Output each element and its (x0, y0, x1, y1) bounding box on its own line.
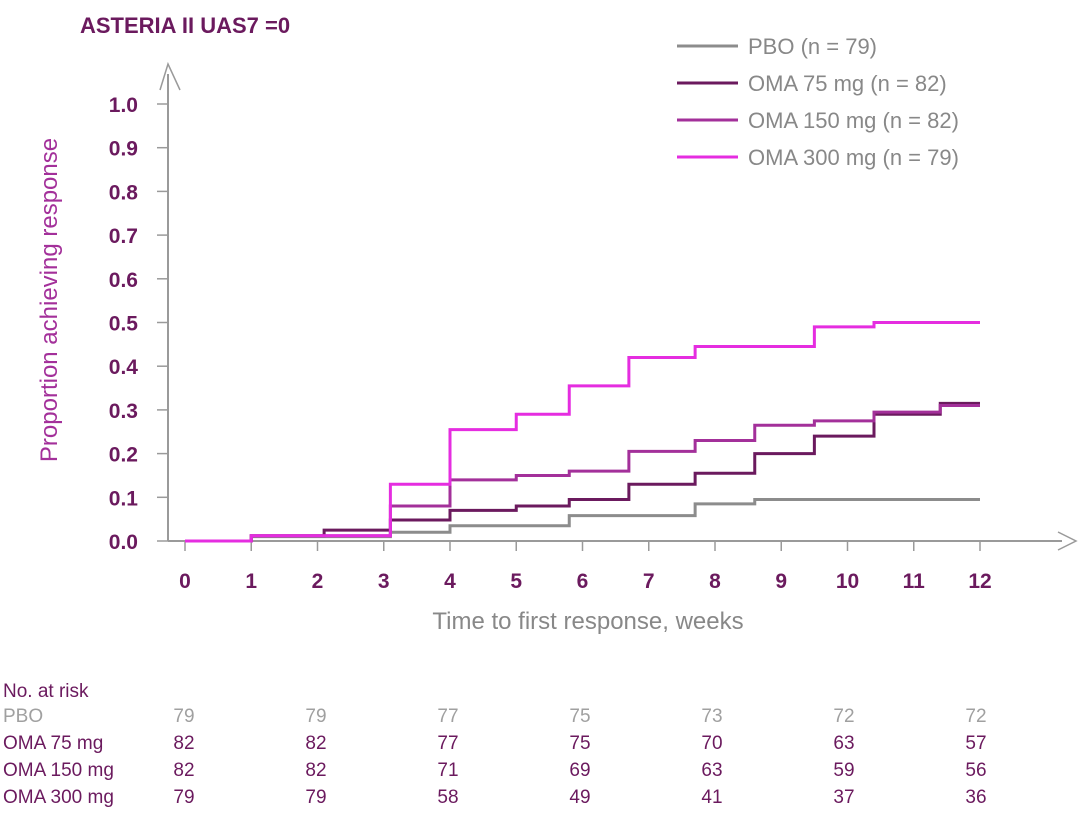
x-tick-label: 4 (444, 570, 456, 593)
x-tick-label: 1 (245, 570, 257, 593)
x-tick-label: 3 (378, 570, 390, 593)
y-tick-label: 0.9 (109, 138, 138, 161)
x-tick-label: 6 (577, 570, 589, 593)
x-ticks: 0 1 2 3 4 5 6 7 8 9 10 11 12 (179, 541, 992, 593)
risk-value: 79 (173, 706, 194, 727)
risk-value: 71 (437, 760, 458, 781)
risk-table: No. at risk PBO 79 79 77 75 73 72 72 OMA 75 mg 82 8… (3, 681, 987, 808)
risk-value: 82 (173, 733, 194, 754)
risk-value: 79 (305, 706, 326, 727)
risk-value: 82 (173, 760, 194, 781)
x-axis-label: Time to first response, weeks (432, 608, 743, 635)
risk-value: 41 (701, 787, 722, 808)
y-tick-label: 0.3 (109, 400, 138, 423)
risk-value: 79 (305, 787, 326, 808)
risk-row-label: OMA 75 mg (3, 733, 103, 754)
legend-label: PBO (n = 79) (748, 34, 877, 59)
risk-value: 75 (569, 706, 590, 727)
y-ticks: 0.0 0.1 0.2 0.3 0.4 0.5 0.6 0.7 0.8 0.9 1.0 (109, 94, 168, 554)
chart-title: ASTERIA II UAS7 =0 (80, 13, 290, 38)
risk-row-label: OMA 150 mg (3, 760, 114, 781)
risk-value: 57 (965, 733, 986, 754)
y-tick-label: 0.5 (109, 313, 139, 336)
y-tick-label: 0.2 (109, 444, 138, 467)
risk-value: 72 (833, 706, 854, 727)
risk-value: 37 (833, 787, 854, 808)
risk-value: 72 (965, 706, 986, 727)
risk-value: 58 (437, 787, 458, 808)
series-lines (185, 321, 980, 543)
risk-value: 77 (437, 733, 458, 754)
y-tick-label: 0.8 (109, 181, 139, 204)
y-tick-label: 0.6 (109, 269, 138, 292)
legend-label: OMA 75 mg (n = 82) (748, 71, 947, 96)
y-axis-label: Proportion achieving response (36, 138, 63, 462)
series-line-1 (185, 401, 980, 543)
risk-value: 69 (569, 760, 590, 781)
x-tick-label: 8 (709, 570, 721, 593)
x-tick-label: 2 (312, 570, 324, 593)
risk-value: 36 (965, 787, 986, 808)
y-tick-label: 0.1 (109, 487, 139, 510)
legend: PBO (n = 79) OMA 75 mg (n = 82) OMA 150 mg… (677, 34, 959, 170)
risk-value: 82 (305, 733, 326, 754)
risk-value: 63 (833, 733, 854, 754)
x-tick-label: 11 (903, 570, 926, 593)
y-tick-label: 1.0 (109, 94, 138, 117)
y-tick-label: 0.4 (109, 356, 139, 379)
y-tick-label: 0.0 (109, 531, 138, 554)
risk-value: 63 (701, 760, 722, 781)
axes (159, 61, 1078, 551)
legend-label: OMA 300 mg (n = 79) (748, 145, 959, 170)
risk-row-label: PBO (3, 706, 43, 727)
x-axis-arrow (1057, 531, 1078, 551)
risk-value: 82 (305, 760, 326, 781)
risk-value: 49 (569, 787, 590, 808)
series-line-2 (185, 404, 980, 543)
x-tick-label: 5 (510, 570, 522, 593)
risk-table-header: No. at risk (3, 681, 89, 702)
risk-value: 59 (833, 760, 854, 781)
series-line-3 (185, 321, 980, 543)
legend-label: OMA 150 mg (n = 82) (748, 108, 959, 133)
risk-row-label: OMA 300 mg (3, 787, 114, 808)
x-tick-label: 7 (643, 570, 655, 593)
x-tick-label: 9 (775, 570, 787, 593)
risk-value: 56 (965, 760, 986, 781)
x-tick-label: 10 (836, 570, 859, 593)
risk-value: 70 (701, 733, 722, 754)
risk-value: 75 (569, 733, 590, 754)
y-axis-arrow (159, 61, 181, 91)
x-tick-label: 12 (968, 570, 991, 593)
risk-value: 73 (701, 706, 722, 727)
y-tick-label: 0.7 (109, 225, 138, 248)
risk-value: 79 (173, 787, 194, 808)
risk-value: 77 (437, 706, 458, 727)
x-tick-label: 0 (179, 570, 191, 593)
